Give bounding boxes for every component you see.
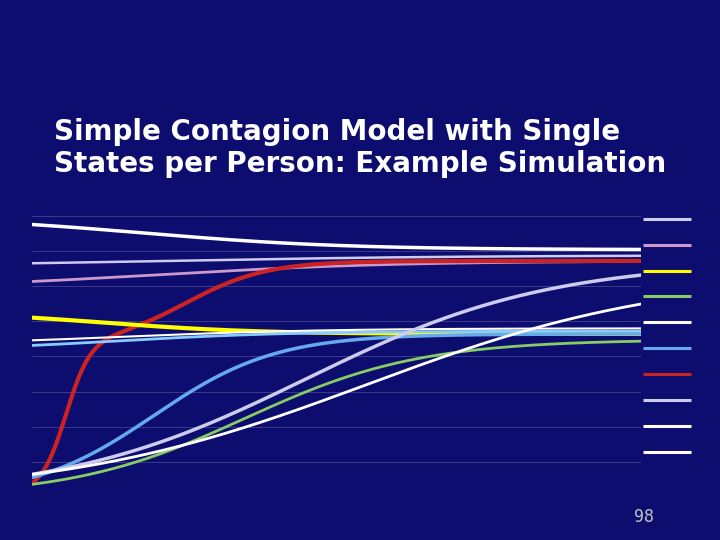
Text: 98: 98 bbox=[634, 509, 654, 526]
Text: Simple Contagion Model with Single
States per Person: Example Simulation: Simple Contagion Model with Single State… bbox=[54, 118, 666, 178]
